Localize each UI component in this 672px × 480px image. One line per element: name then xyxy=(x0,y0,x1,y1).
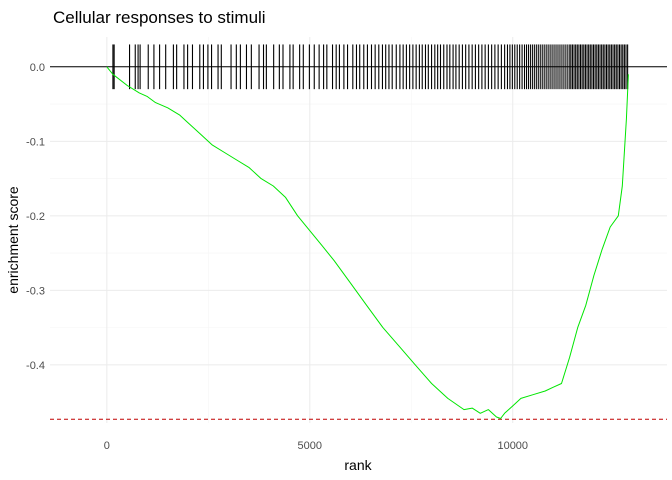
y-axis-title: enrichment score xyxy=(5,186,21,294)
minor-gridlines xyxy=(50,37,667,423)
y-tick-label: 0.0 xyxy=(30,62,45,74)
x-axis-tick-labels: 0 5000 10000 xyxy=(104,440,528,452)
y-axis-tick-labels: 0.0 -0.1 -0.2 -0.3 -0.4 xyxy=(26,62,45,372)
enrichment-score-line xyxy=(106,66,629,419)
y-tick-label: -0.3 xyxy=(26,285,45,297)
chart-title: Cellular responses to stimuli xyxy=(53,8,266,27)
y-tick-label: -0.1 xyxy=(26,136,45,148)
x-tick-label: 0 xyxy=(104,440,110,452)
y-tick-label: -0.4 xyxy=(26,360,45,372)
x-axis-title: rank xyxy=(344,457,372,473)
x-tick-label: 5000 xyxy=(298,440,322,452)
reference-lines xyxy=(50,66,667,420)
enrichment-curve-layer xyxy=(106,66,629,419)
y-tick-label: -0.2 xyxy=(26,211,45,223)
x-tick-label: 10000 xyxy=(497,440,528,452)
gene-hit-rug xyxy=(112,44,629,90)
